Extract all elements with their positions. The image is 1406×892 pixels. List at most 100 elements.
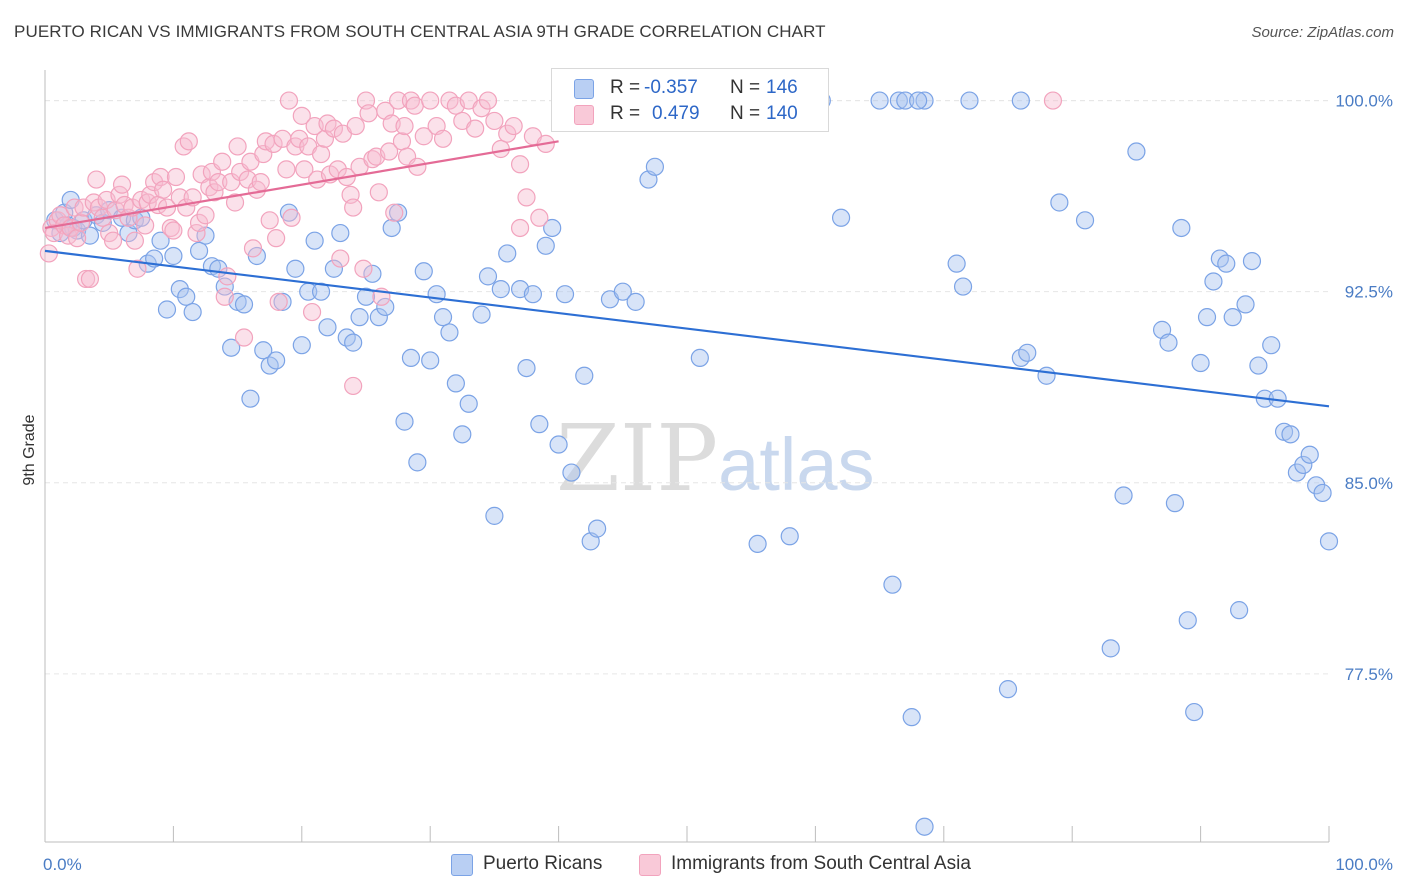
data-point: [136, 216, 155, 235]
data-point: [277, 160, 296, 179]
data-point: [453, 425, 472, 444]
data-point: [196, 206, 215, 225]
data-point: [305, 231, 324, 250]
data-point: [286, 259, 305, 278]
data-point: [446, 374, 465, 393]
data-point: [401, 348, 421, 368]
data-point: [318, 318, 337, 337]
data-point: [273, 292, 292, 311]
data-point: [472, 305, 491, 324]
x-tick-label-min: 0.0%: [43, 855, 82, 874]
data-point: [536, 236, 555, 255]
data-point: [491, 280, 510, 299]
data-point: [690, 348, 709, 368]
data-point: [76, 269, 96, 289]
data-point: [234, 295, 254, 314]
data-point: [359, 104, 378, 123]
data-point: [279, 203, 299, 222]
data-point: [504, 116, 523, 136]
data-point: [1043, 91, 1063, 110]
data-point: [498, 244, 517, 263]
data-point: [915, 91, 934, 110]
data-point: [613, 282, 632, 301]
data-point: [251, 173, 270, 192]
data-point: [780, 527, 799, 546]
data-point: [260, 211, 279, 230]
data-point: [363, 264, 382, 283]
data-point: [87, 170, 106, 189]
trend-line: [44, 140, 559, 230]
data-point: [344, 198, 363, 217]
data-point: [1319, 532, 1339, 551]
data-point: [215, 287, 234, 306]
data-point: [1191, 353, 1210, 373]
legend-swatch-immigrants: [639, 854, 661, 876]
data-point: [225, 193, 245, 212]
data-point: [154, 180, 173, 199]
data-point: [209, 173, 228, 192]
data-point: [331, 249, 350, 268]
data-point: [302, 302, 322, 322]
data-point: [279, 91, 299, 110]
data-point: [213, 152, 232, 171]
data-point: [1281, 425, 1300, 444]
data-point: [433, 308, 453, 327]
data-point: [478, 91, 498, 110]
legend-swatch-puerto-ricans: [451, 854, 473, 876]
data-point: [228, 137, 247, 156]
data-point: [74, 198, 93, 217]
data-point: [909, 91, 928, 110]
data-point: [953, 277, 973, 296]
data-point: [414, 262, 433, 281]
y-tick-label: 85.0%: [1345, 474, 1393, 493]
watermark: ZIPatlas: [556, 405, 874, 512]
data-point: [205, 183, 224, 202]
data-point: [902, 708, 921, 727]
y-tick-label: 92.5%: [1345, 283, 1393, 302]
data-point: [67, 229, 87, 248]
data-point: [189, 241, 209, 260]
data-point: [510, 218, 530, 238]
data-point: [354, 259, 373, 278]
data-point: [485, 111, 504, 131]
data-point: [174, 137, 193, 156]
data-point: [331, 223, 350, 243]
data-point: [440, 323, 459, 342]
data-point: [1262, 336, 1281, 355]
trend-line: [44, 249, 1330, 408]
data-point: [517, 188, 536, 207]
data-point: [889, 91, 908, 110]
data-point: [870, 91, 889, 110]
data-point: [241, 389, 260, 408]
stats-n-label: N =: [730, 103, 761, 124]
data-point: [831, 208, 851, 227]
data-point: [267, 229, 286, 248]
stats-r-value: 0.479: [652, 103, 700, 124]
data-point: [164, 221, 183, 240]
data-point: [1217, 254, 1236, 273]
stats-r-label: R =: [610, 77, 641, 98]
data-point: [947, 254, 966, 273]
data-point: [157, 300, 177, 319]
data-point: [282, 208, 301, 227]
data-point: [575, 366, 594, 385]
data-point: [356, 287, 376, 306]
data-point: [243, 239, 263, 258]
data-point: [80, 269, 100, 289]
stats-box: R = -0.357 N = 146 R = 0.479 N = 140: [551, 68, 829, 132]
data-point: [1242, 251, 1262, 271]
data-point: [485, 506, 504, 525]
data-point: [883, 575, 902, 594]
data-point: [1127, 142, 1146, 161]
data-point: [1185, 702, 1204, 722]
data-point: [183, 302, 202, 322]
data-point: [350, 308, 369, 327]
data-point: [1230, 601, 1249, 620]
data-point: [324, 259, 343, 278]
data-point: [324, 119, 343, 138]
data-point: [1018, 343, 1037, 362]
data-point: [555, 285, 575, 304]
data-point: [369, 308, 388, 327]
data-point: [1294, 455, 1313, 475]
stats-r-value: -0.357: [644, 77, 698, 98]
